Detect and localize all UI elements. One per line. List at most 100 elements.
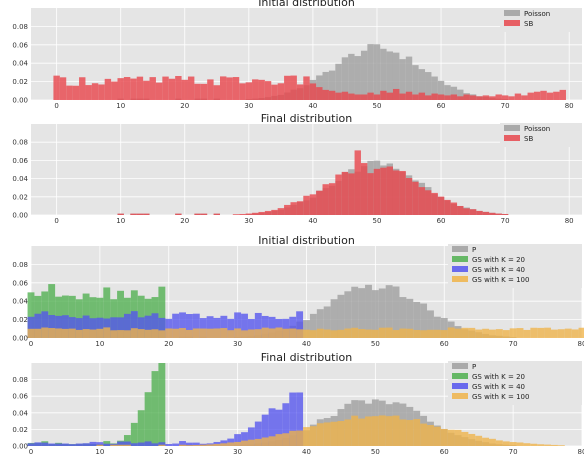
x-tick-label: 10 [116, 102, 125, 110]
bar-poisson [437, 80, 445, 100]
bar-sb [457, 205, 464, 215]
bar-gs-with-k-40 [213, 317, 221, 338]
bar-gs-with-k-100 [378, 415, 386, 446]
bar-sb [143, 80, 150, 100]
bar-sb [469, 209, 477, 215]
bar-sb [540, 90, 547, 100]
y-tick-label: 0.08 [12, 261, 28, 269]
bar-gs-with-k-100 [192, 328, 200, 338]
x-tick-label: 60 [440, 448, 449, 456]
bar-sb [207, 79, 214, 100]
bar-gs-with-k-40 [185, 314, 193, 338]
bar-gs-with-k-100 [440, 330, 448, 338]
legend-swatch [452, 256, 468, 262]
y-tick-label: 0.08 [12, 23, 28, 31]
x-tick-label: 0 [29, 448, 33, 456]
bar-gs-with-k-40 [172, 443, 180, 446]
bar-poisson [322, 71, 329, 100]
bar-gs-with-k-40 [55, 315, 62, 338]
bar-gs-with-k-100 [261, 437, 269, 446]
bar-sb [175, 213, 182, 215]
x-tick-label: 50 [373, 102, 382, 110]
bar-poisson [418, 69, 426, 100]
bar-gs-with-k-100 [392, 330, 400, 338]
x-tick-label: 30 [233, 448, 242, 456]
bar-gs-with-k-40 [192, 313, 200, 338]
bar-gs-with-k-100 [185, 445, 193, 446]
bar-gs-with-k-40 [241, 313, 248, 338]
bar-gs-with-k-40 [89, 318, 97, 338]
legend-label: Poisson [524, 10, 550, 18]
bar-gs-with-k-20 [103, 287, 111, 338]
bar-sb [66, 85, 73, 100]
bar-sb [252, 212, 259, 215]
bar-sb [469, 95, 477, 100]
bar-sb [431, 93, 438, 100]
bar-sb [309, 83, 317, 100]
bar-gs-with-k-40 [144, 441, 152, 446]
bar-gs-with-k-100 [495, 329, 503, 338]
bar-sb [117, 213, 124, 215]
bar-gs-with-k-40 [165, 318, 173, 338]
legend-label: Poisson [524, 125, 550, 133]
bar-gs-with-k-100 [282, 328, 290, 338]
bar-sb [514, 93, 522, 100]
bar-sb [264, 81, 272, 100]
bar-gs-with-k-100 [151, 329, 159, 338]
bar-sb [316, 190, 323, 215]
bar-gs-with-k-100 [192, 445, 200, 446]
bar-sb [463, 208, 470, 215]
bar-sb [495, 213, 502, 215]
bar-gs-with-k-40 [27, 316, 35, 338]
bar-gs-with-k-100 [241, 330, 248, 338]
bar-sb [444, 199, 451, 215]
bar-sb [213, 85, 221, 100]
bar-sb [521, 95, 528, 100]
bar-gs-with-k-100 [571, 329, 579, 338]
bar-sb [450, 202, 458, 215]
legend-label: GS with K = 100 [472, 276, 529, 284]
legend-label: P [472, 246, 476, 254]
bar-gs-with-k-100 [557, 445, 565, 446]
bar-sb [335, 92, 342, 100]
bar-sb [322, 184, 329, 215]
bar-sb [296, 84, 304, 100]
bar-gs-with-k-40 [68, 444, 76, 446]
bar-poisson [399, 59, 406, 100]
x-tick-label: 60 [437, 102, 446, 110]
bar-gs-with-k-100 [75, 329, 83, 338]
bar-sb [130, 78, 137, 100]
y-tick-label: 0.04 [12, 298, 28, 306]
bar-gs-with-k-100 [117, 330, 124, 338]
bar-sb [72, 85, 80, 100]
bar-sb [232, 214, 240, 215]
bar-gs-with-k-100 [351, 415, 359, 446]
legend-swatch [504, 10, 520, 16]
bar-sb [303, 195, 310, 215]
bar-gs-with-k-20 [158, 363, 166, 446]
bar-gs-with-k-100 [172, 328, 180, 338]
bar-gs-with-k-40 [158, 442, 166, 446]
bar-gs-with-k-100 [144, 329, 152, 338]
bar-sb [264, 210, 272, 215]
bar-gs-with-k-100 [254, 329, 262, 338]
bar-gs-with-k-100 [96, 328, 104, 338]
bar-gs-with-k-100 [110, 330, 118, 338]
bar-gs-with-k-40 [151, 313, 159, 338]
bar-gs-with-k-100 [392, 415, 400, 446]
bar-poisson [457, 89, 464, 100]
bar-sb [527, 92, 534, 100]
bar-sb [392, 170, 400, 215]
bar-p [358, 288, 366, 338]
bar-gs-with-k-40 [296, 392, 304, 446]
bar-sb [290, 75, 297, 100]
bar-poisson [450, 86, 458, 100]
legend-label: SB [524, 135, 533, 143]
bar-poisson [341, 57, 349, 100]
bar-sb [437, 196, 445, 215]
bar-sb [303, 76, 310, 100]
bar-gs-with-k-20 [68, 295, 76, 338]
bar-gs-with-k-40 [55, 443, 62, 446]
bar-p [365, 284, 372, 338]
bar-gs-with-k-100 [179, 328, 186, 338]
